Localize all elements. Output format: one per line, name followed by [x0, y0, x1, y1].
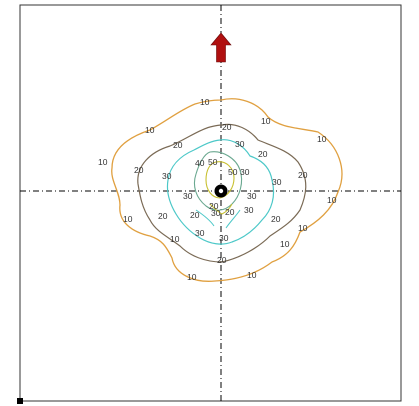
contour-label-10: 10 [123, 214, 133, 224]
contour-label-30: 30 [219, 233, 229, 243]
contour-label-30: 30 [235, 139, 245, 149]
corner-marker-icon [17, 398, 23, 404]
contour-label-20: 20 [134, 165, 144, 175]
contour-label-20: 20 [173, 140, 183, 150]
contour-label-10: 10 [187, 272, 197, 282]
contour-label-10: 10 [261, 116, 271, 126]
contour-line-50 [205, 161, 235, 199]
contour-label-10: 10 [298, 223, 308, 233]
contour-label-50: 50 [228, 167, 238, 177]
contour-label-20: 20 [298, 170, 308, 180]
contour-line-30-inner [195, 209, 241, 229]
contour-line-50-inner [209, 203, 233, 215]
contour-label-10: 10 [280, 239, 290, 249]
contour-label-30: 30 [162, 171, 172, 181]
contour-label-30: 30 [195, 228, 205, 238]
contour-label-30: 30 [272, 177, 282, 187]
contour-label-10: 10 [145, 125, 155, 135]
contour-label-20: 20 [271, 214, 281, 224]
up-arrow-icon [210, 32, 232, 63]
contour-label-30: 30 [211, 208, 221, 218]
contour-label-10: 10 [247, 270, 257, 280]
contour-label-20: 20 [225, 207, 235, 217]
plot-frame [19, 4, 402, 402]
contour-label-10: 10 [170, 234, 180, 244]
contour-label-30: 30 [183, 191, 193, 201]
contour-label-10: 10 [327, 195, 337, 205]
contour-label-20: 20 [209, 201, 219, 211]
contour-label-20: 20 [190, 210, 200, 220]
contour-label-20: 20 [217, 255, 227, 265]
contour-label-30: 30 [240, 167, 250, 177]
source-point-icon [214, 184, 228, 198]
contour-label-10: 10 [98, 157, 108, 167]
contour-line-40 [193, 151, 243, 211]
contour-label-50: 50 [208, 157, 218, 167]
contour-label-10: 10 [200, 97, 210, 107]
contour-label-30: 30 [244, 205, 254, 215]
contour-label-20: 20 [158, 211, 168, 221]
contour-label-40: 40 [195, 158, 205, 168]
contour-label-30: 30 [247, 191, 257, 201]
contour-label-20: 20 [222, 122, 232, 132]
contour-label-10: 10 [317, 134, 327, 144]
contour-label-20: 20 [258, 149, 268, 159]
contour-line-10 [111, 98, 343, 282]
contour-line-20 [137, 123, 307, 263]
contour-line-30 [166, 139, 275, 245]
